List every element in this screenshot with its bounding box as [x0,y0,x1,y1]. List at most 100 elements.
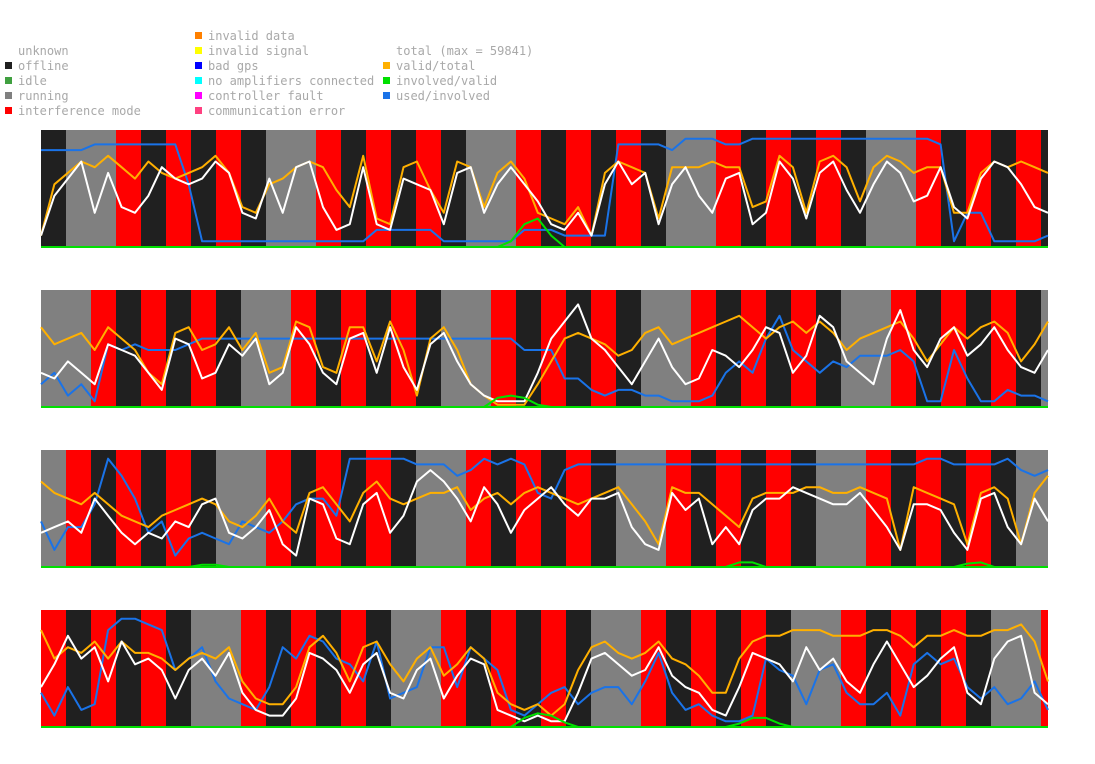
status-band [401,610,406,728]
status-band [321,450,326,568]
status-band [836,450,841,568]
status-band [246,130,251,248]
status-band [851,450,856,568]
status-band [641,610,646,728]
status-band [716,610,721,728]
status-band [671,130,676,248]
status-band [681,290,686,408]
status-band [166,130,171,248]
status-band [951,130,956,248]
status-band [46,130,51,248]
status-band [846,450,851,568]
status-band [781,130,786,248]
status-band [436,450,441,568]
status-band [176,130,181,248]
status-band [596,610,601,728]
status-band [926,610,931,728]
status-band [851,130,856,248]
status-band [691,610,696,728]
status-band [696,610,701,728]
status-band [321,130,326,248]
status-band [476,610,481,728]
status-band [691,290,696,408]
status-band [531,130,536,248]
status-band [706,610,711,728]
status-band [391,450,396,568]
status-band [141,610,146,728]
status-band [936,290,941,408]
status-band [991,130,996,248]
status-band [266,610,271,728]
status-band [916,610,921,728]
status-band [601,450,606,568]
status-band [486,130,491,248]
status-band [126,610,131,728]
status-band [336,290,341,408]
series-line-used-involved [40,457,1049,557]
status-band [506,130,511,248]
status-band [671,450,676,568]
status-band [226,610,231,728]
legend-swatch [195,92,202,99]
status-band [181,290,186,408]
status-band [261,450,266,568]
status-band [376,610,381,728]
status-band [701,290,706,408]
status-band [626,610,631,728]
status-band [341,130,346,248]
status-band [746,130,751,248]
status-band [386,610,391,728]
status-band [561,130,566,248]
status-band [946,610,951,728]
status-band [751,130,756,248]
status-band [546,130,551,248]
status-band [691,450,696,568]
status-band [966,450,971,568]
status-band [416,290,421,408]
status-band [306,130,311,248]
status-band [261,290,266,408]
status-band [486,450,491,568]
status-band [411,290,416,408]
status-band [276,130,281,248]
status-band [611,290,616,408]
status-band [306,290,311,408]
status-band [916,290,921,408]
status-band [201,130,206,248]
status-band [41,130,46,248]
status-band [196,290,201,408]
status-band [266,290,271,408]
status-band [266,450,271,568]
status-band [276,610,281,728]
status-band [96,450,101,568]
status-band [886,290,891,408]
status-band [401,130,406,248]
status-band [156,610,161,728]
status-band [496,610,501,728]
status-band [461,130,466,248]
status-band [611,450,616,568]
status-band [406,450,411,568]
status-band [1021,610,1026,728]
status-band [991,610,996,728]
status-band [541,610,546,728]
status-band [776,450,781,568]
status-band [236,130,241,248]
legend-label: idle [18,74,47,88]
status-band [946,450,951,568]
status-band [716,130,721,248]
status-band [441,610,446,728]
status-band [876,290,881,408]
status-band [721,610,726,728]
status-band [296,610,301,728]
status-band [626,450,631,568]
status-band [1011,610,1016,728]
status-band [856,130,861,248]
status-band [591,450,596,568]
status-band [981,450,986,568]
legend-swatch [195,107,202,114]
status-band [891,130,896,248]
status-band [511,450,516,568]
status-band [451,290,456,408]
status-band [771,610,776,728]
